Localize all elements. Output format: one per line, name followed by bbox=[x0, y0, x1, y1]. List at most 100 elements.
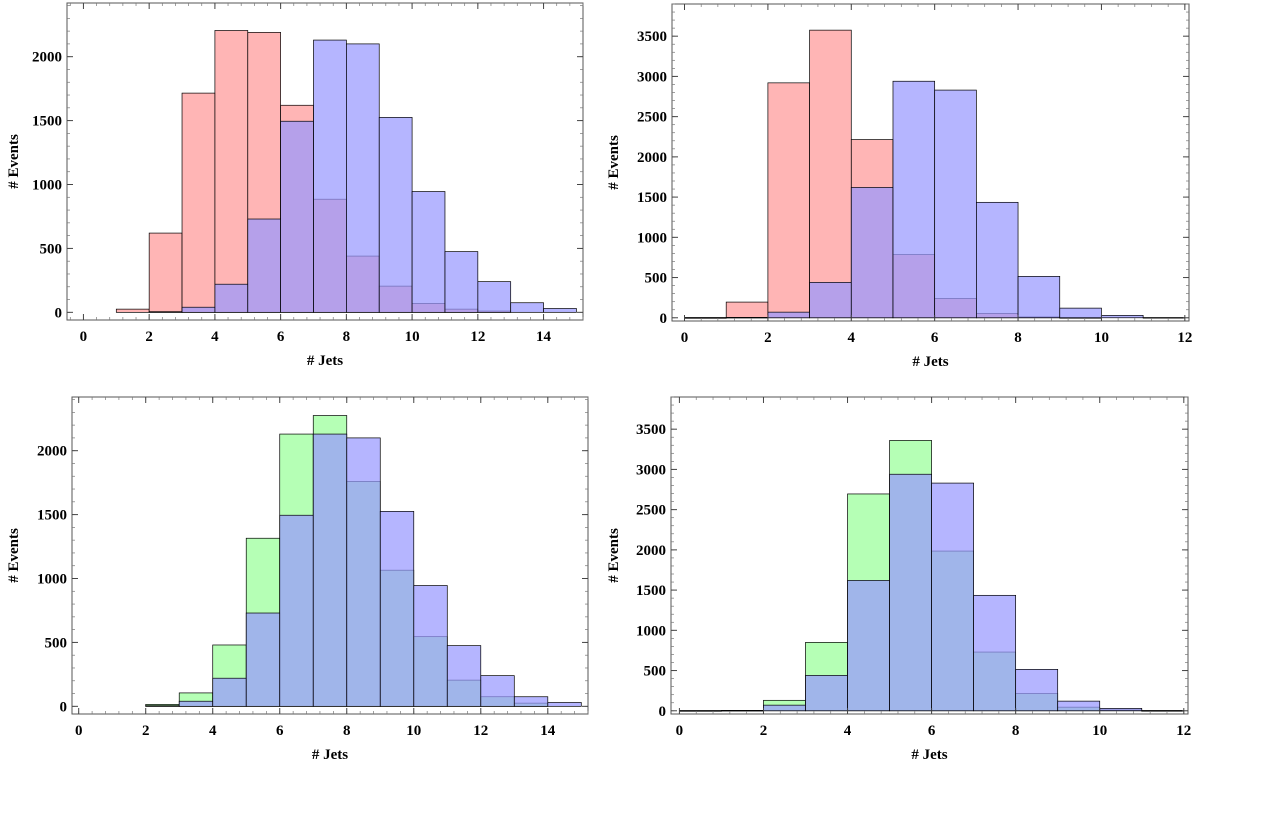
x-axis-title: # Jets bbox=[312, 747, 348, 763]
x-tick-label: 2 bbox=[764, 330, 772, 346]
y-tick-label: 500 bbox=[644, 664, 667, 680]
chart-bottom-left: 0 2 4 6 8 10 12 14 0 500 1000 1500 2000 # Jets # Event… bbox=[6, 396, 589, 763]
y-tick-label: 1000 bbox=[37, 572, 67, 588]
histogram-bar-s1-b8 bbox=[413, 585, 448, 707]
histogram-bar-s1-b3 bbox=[805, 675, 848, 712]
series-1 bbox=[679, 473, 1185, 712]
y-tick-label: 3000 bbox=[637, 69, 667, 85]
x-tick-label: 4 bbox=[211, 329, 219, 345]
histogram-bar-s1-b9 bbox=[1059, 307, 1102, 319]
histogram-bar-s1-b7 bbox=[378, 117, 413, 313]
x-tick-label: 6 bbox=[928, 723, 936, 739]
y-tick-label: 0 bbox=[55, 305, 63, 321]
histogram-bar-s1-b8 bbox=[411, 191, 446, 313]
x-axis-title: # Jets bbox=[307, 353, 343, 369]
histogram-bar-s1-b7 bbox=[976, 201, 1019, 319]
histogram-bar-s1-b2 bbox=[763, 704, 806, 712]
x-tick-label: 2 bbox=[142, 723, 150, 739]
histogram-bar-s1-b6 bbox=[931, 482, 974, 712]
y-tick-label: 1000 bbox=[637, 230, 667, 246]
x-tick-label: 2 bbox=[760, 723, 768, 739]
x-axis-title: # Jets bbox=[912, 354, 948, 370]
histogram-bar-s1-b8 bbox=[1015, 669, 1059, 712]
x-axis-title: # Jets bbox=[911, 747, 947, 763]
y-tick-label: 3500 bbox=[637, 29, 667, 45]
histogram-bar-s1-b6 bbox=[346, 43, 380, 313]
x-tick-label: 8 bbox=[1012, 723, 1020, 739]
histogram-bar-s1-b1 bbox=[721, 710, 764, 712]
histogram-bar-s1-b12 bbox=[547, 702, 582, 707]
x-tick-label: 12 bbox=[470, 329, 485, 345]
histogram-bar-s1-b6 bbox=[346, 437, 381, 707]
y-tick-label: 1500 bbox=[637, 190, 667, 206]
y-tick-label: 3000 bbox=[636, 462, 666, 478]
histogram-bar-s0-b3 bbox=[214, 30, 249, 313]
histogram-bar-s1-b9 bbox=[446, 645, 482, 707]
y-tick-label: 1000 bbox=[32, 178, 62, 194]
x-tick-label: 8 bbox=[343, 329, 351, 345]
histogram-panel-bottom-left: 0 2 4 6 8 10 12 14 0 500 1000 1500 2000 # Jets # Event… bbox=[0, 392, 600, 789]
x-tick-label: 4 bbox=[209, 723, 217, 739]
histogram-bar-s1-b9 bbox=[1057, 700, 1101, 712]
histogram-bar-s1-b5 bbox=[889, 473, 932, 712]
histogram-bar-s1-b0 bbox=[148, 311, 183, 313]
y-tick-label: 2000 bbox=[37, 444, 67, 460]
y-tick-label: 0 bbox=[659, 704, 667, 720]
histogram-panel-bottom-right: 0 2 4 6 8 10 12 0 500 1000 1500 2000 2500 3000 3500 # J… bbox=[600, 392, 1200, 789]
histogram-bar-s1-b5 bbox=[312, 433, 348, 707]
histogram-bar-s0-b3 bbox=[809, 29, 852, 319]
y-tick-label: 2000 bbox=[32, 50, 62, 66]
histogram-bar-s1-b8 bbox=[1017, 276, 1061, 319]
y-tick-label: 0 bbox=[60, 699, 68, 715]
y-axis-title: # Events bbox=[606, 528, 622, 583]
histogram-bar-s1-b1 bbox=[725, 317, 769, 319]
x-tick-label: 0 bbox=[676, 723, 684, 739]
histogram-bar-s0-b2 bbox=[181, 92, 216, 313]
series-1 bbox=[148, 39, 577, 313]
histogram-bar-s1-b3 bbox=[247, 218, 281, 313]
histogram-bar-s1-b10 bbox=[480, 675, 515, 707]
y-tick-label: 500 bbox=[645, 271, 668, 287]
histogram-bar-s1-b12 bbox=[543, 308, 577, 313]
histogram-bar-s1-b5 bbox=[313, 39, 347, 313]
y-tick-label: 0 bbox=[660, 311, 668, 327]
histogram-bar-s1-b6 bbox=[934, 89, 977, 319]
histogram-bar-s1-b2 bbox=[214, 283, 249, 313]
x-tick-label: 6 bbox=[931, 330, 939, 346]
histogram-panel-top-right: 0 2 4 6 8 10 12 0 500 1000 1500 2000 2500 3000 3500 # J… bbox=[600, 0, 1200, 397]
x-tick-label: 8 bbox=[1014, 330, 1022, 346]
x-tick-label: 0 bbox=[80, 329, 88, 345]
y-axis-title: # Events bbox=[6, 528, 22, 583]
plot-frame bbox=[66, 2, 584, 321]
y-tick-label: 1500 bbox=[32, 114, 62, 130]
y-tick-label: 1500 bbox=[636, 583, 666, 599]
plot-frame bbox=[71, 396, 589, 715]
histogram-bar-s1-b4 bbox=[850, 187, 894, 319]
histogram-bar-s1-b7 bbox=[379, 511, 415, 707]
histogram-bar-s1-b5 bbox=[892, 80, 936, 319]
x-tick-label: 6 bbox=[277, 329, 285, 345]
chart-top-right: 0 2 4 6 8 10 12 0 500 1000 1500 2000 2500 3000 3500 # J… bbox=[606, 3, 1192, 370]
y-tick-label: 1500 bbox=[37, 508, 67, 524]
x-tick-label: 4 bbox=[844, 723, 852, 739]
histogram-bar-s1-b4 bbox=[280, 120, 314, 313]
histogram-bar-s0-b0 bbox=[115, 308, 150, 313]
histogram-bar-s1-b11 bbox=[510, 302, 544, 313]
x-tick-label: 2 bbox=[145, 329, 153, 345]
histogram-bar-s1-b3 bbox=[245, 612, 281, 707]
y-tick-label: 3500 bbox=[636, 422, 666, 438]
histogram-bar-s1-b7 bbox=[973, 594, 1017, 712]
y-tick-label: 2500 bbox=[637, 110, 667, 126]
x-tick-label: 12 bbox=[473, 723, 488, 739]
y-tick-label: 1000 bbox=[636, 623, 666, 639]
histogram-bar-s1-b0 bbox=[684, 317, 727, 319]
histogram-bar-s1-b3 bbox=[809, 282, 852, 319]
histogram-bar-s1-b9 bbox=[444, 251, 479, 313]
x-tick-label: 4 bbox=[848, 330, 856, 346]
x-tick-label: 12 bbox=[1176, 723, 1191, 739]
y-axis-title: # Events bbox=[606, 135, 622, 190]
histogram-bar-s1-b10 bbox=[1099, 708, 1143, 712]
histogram-bar-s1-b2 bbox=[212, 677, 247, 707]
histogram-bar-s1-b11 bbox=[1141, 710, 1185, 712]
x-tick-label: 0 bbox=[681, 330, 689, 346]
